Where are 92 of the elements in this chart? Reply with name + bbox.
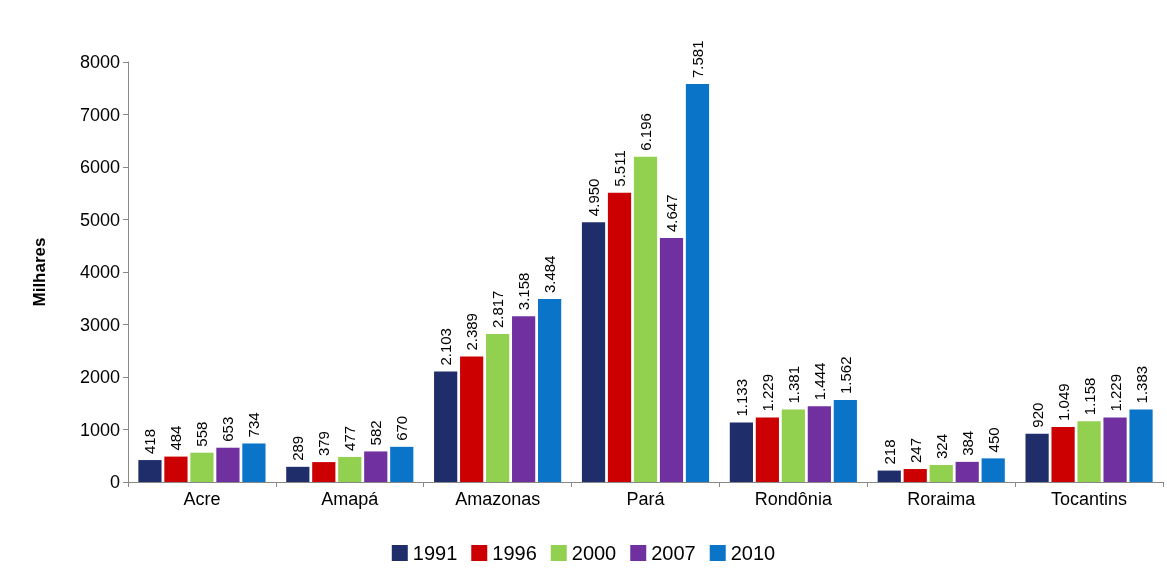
data-label: 4.647 bbox=[662, 194, 680, 233]
bar bbox=[1103, 417, 1127, 482]
data-label: 582 bbox=[367, 420, 385, 446]
data-label: 418 bbox=[141, 429, 159, 455]
data-label: 4.950 bbox=[585, 178, 603, 217]
data-label: 1.562 bbox=[836, 356, 854, 394]
bar bbox=[312, 462, 336, 482]
bar bbox=[286, 466, 310, 482]
bar bbox=[164, 456, 188, 482]
x-tick-label: Amazonas bbox=[455, 489, 541, 509]
data-label: 5.511 bbox=[611, 150, 629, 187]
bar bbox=[903, 469, 927, 482]
y-tick-label: 2000 bbox=[79, 367, 120, 387]
data-label: 379 bbox=[315, 431, 333, 457]
y-tick-label: 0 bbox=[109, 472, 120, 492]
bar bbox=[729, 422, 753, 482]
y-tick-label: 4000 bbox=[79, 262, 120, 282]
data-label: 653 bbox=[219, 416, 237, 442]
x-tick-label: Roraima bbox=[907, 489, 977, 509]
bar bbox=[1129, 409, 1153, 482]
bar bbox=[338, 456, 362, 482]
y-tick-label: 1000 bbox=[79, 419, 120, 440]
bar bbox=[242, 443, 266, 482]
bar bbox=[434, 371, 458, 482]
x-tick-label: Rondônia bbox=[754, 489, 833, 509]
bar bbox=[486, 334, 510, 482]
data-label: 1.444 bbox=[810, 362, 828, 401]
bar bbox=[877, 470, 901, 482]
bar bbox=[190, 452, 214, 482]
bar bbox=[1077, 421, 1101, 482]
bar bbox=[633, 156, 658, 482]
data-label: 1.133 bbox=[732, 378, 750, 417]
legend-label: 2000 bbox=[571, 542, 617, 564]
legend-label: 1996 bbox=[492, 542, 537, 564]
data-label: 1.049 bbox=[1054, 383, 1072, 421]
bar bbox=[929, 464, 953, 482]
data-label: 289 bbox=[289, 435, 307, 461]
y-tick-label: 5000 bbox=[79, 209, 120, 230]
y-axis-title: Milhares bbox=[30, 237, 49, 307]
legend-label: 2007 bbox=[651, 542, 696, 564]
bar bbox=[581, 222, 606, 482]
bar bbox=[460, 356, 484, 482]
data-label: 218 bbox=[880, 439, 898, 465]
data-label: 7.581 bbox=[688, 40, 706, 78]
y-tick-label: 7000 bbox=[79, 104, 120, 125]
bar bbox=[685, 84, 710, 482]
data-label: 2.103 bbox=[437, 328, 455, 366]
legend-label: 1991 bbox=[412, 542, 458, 564]
bar bbox=[1051, 426, 1075, 482]
data-label: 670 bbox=[393, 415, 411, 441]
bar bbox=[755, 417, 779, 482]
x-tick-label: Pará bbox=[626, 489, 666, 509]
x-tick-label: Amapá bbox=[321, 489, 380, 509]
data-label: 477 bbox=[341, 425, 359, 451]
bar bbox=[1025, 433, 1049, 482]
bar bbox=[807, 406, 831, 482]
data-label: 3.158 bbox=[515, 272, 533, 311]
bar bbox=[659, 238, 684, 482]
bar bbox=[833, 400, 857, 482]
data-label: 484 bbox=[167, 425, 185, 451]
data-label: 247 bbox=[906, 438, 924, 464]
bar bbox=[390, 446, 414, 482]
data-label: 558 bbox=[193, 421, 211, 447]
bar bbox=[607, 192, 632, 482]
data-label: 920 bbox=[1028, 402, 1046, 428]
y-tick-label: 6000 bbox=[79, 157, 120, 177]
data-label: 2.817 bbox=[489, 290, 507, 329]
x-tick-label: Acre bbox=[183, 489, 221, 509]
data-label: 1.381 bbox=[784, 365, 802, 404]
data-label: 734 bbox=[245, 412, 263, 438]
data-label: 3.484 bbox=[541, 255, 559, 294]
data-label: 450 bbox=[984, 427, 1002, 453]
bar bbox=[216, 447, 240, 482]
bar bbox=[364, 451, 388, 482]
y-tick-label: 8000 bbox=[79, 52, 120, 72]
data-label: 6.196 bbox=[637, 113, 654, 151]
data-label: 384 bbox=[958, 430, 976, 456]
bar bbox=[512, 316, 536, 482]
x-tick-label: Tocantins bbox=[1051, 489, 1128, 509]
bar bbox=[138, 460, 162, 482]
data-label: 1.229 bbox=[1106, 373, 1124, 412]
bar bbox=[981, 458, 1005, 482]
data-label: 1.229 bbox=[758, 373, 776, 412]
bar bbox=[955, 461, 979, 482]
data-label: 2.389 bbox=[463, 313, 481, 351]
data-label: 1.383 bbox=[1132, 365, 1150, 404]
legend-label: 2010 bbox=[730, 542, 776, 564]
data-label: 324 bbox=[932, 433, 950, 459]
bar bbox=[538, 299, 562, 482]
data-label: 1.158 bbox=[1080, 377, 1098, 416]
y-tick-label: 3000 bbox=[79, 314, 120, 335]
bar bbox=[781, 409, 805, 482]
